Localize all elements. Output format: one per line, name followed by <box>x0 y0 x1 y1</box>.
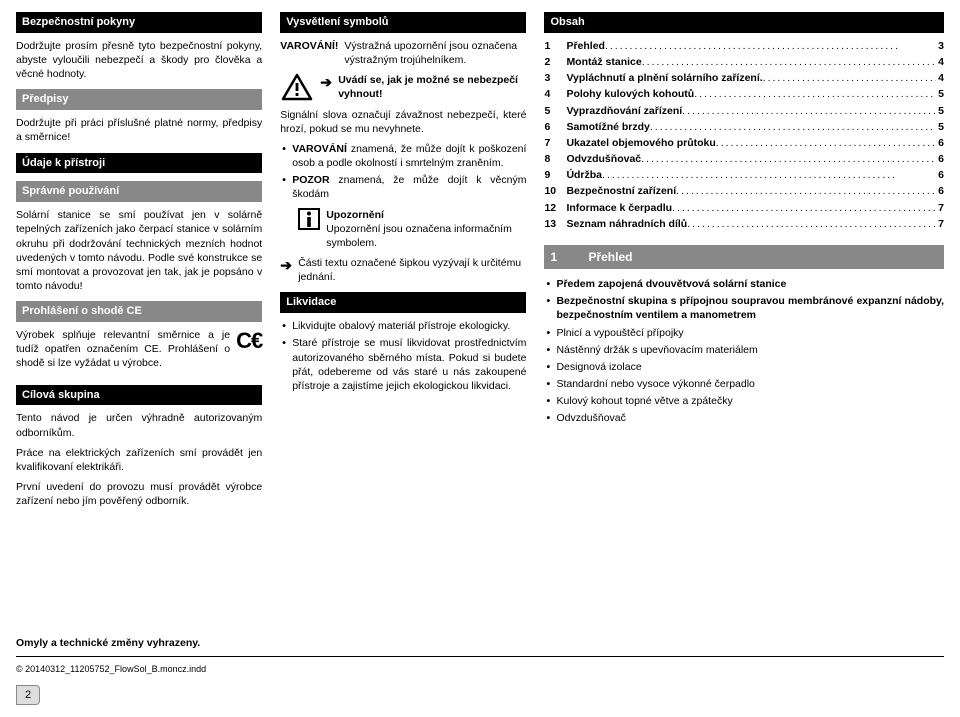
list-item: Standardní nebo vysoce výkonné čerpadlo <box>544 377 944 391</box>
warning-label: VAROVÁNÍ! <box>280 39 338 67</box>
feature-list: Předem zapojená dvouvětvová solární stan… <box>544 277 944 426</box>
text: Výrobek splňuje relevantní směrnice a je… <box>16 328 230 371</box>
heading-regulations: Předpisy <box>16 89 262 110</box>
heading-disposal: Likvidace <box>280 292 526 313</box>
heading-proper-use: Správné používání <box>16 181 262 202</box>
list-item: Designová izolace <box>544 360 944 374</box>
list-item: POZOR znamená, že může dojít k věcným šk… <box>280 173 526 201</box>
text: Dodržujte při práci příslušné platné nor… <box>16 116 262 144</box>
arrow-icon: ➔ <box>320 73 334 101</box>
heading-device-info: Údaje k přístroji <box>16 153 262 174</box>
toc-row: 1Přehled................................… <box>544 39 944 53</box>
toc-row: 3Vypláchnutí a plnění solárního zařízení… <box>544 71 944 85</box>
toc-row: 7Ukazatel objemového průtoku............… <box>544 136 944 150</box>
list-item: Nástěnný držák s upevňovacím materiálem <box>544 343 944 357</box>
toc-row: 10Bezpečnostní zařízení.................… <box>544 184 944 198</box>
heading-target-group: Cílová skupina <box>16 385 262 406</box>
list-item: Kulový kohout topné větve a zpátečky <box>544 394 944 408</box>
warning-triangle-icon <box>280 73 314 101</box>
list-item: VAROVÁNÍ znamená, že může dojít k poškoz… <box>280 142 526 170</box>
toc-row: 5Vyprazdňování zařízení.................… <box>544 104 944 118</box>
text: Signální slova označují závažnost nebezp… <box>280 108 526 136</box>
arrow-icon: ➔ <box>280 256 294 284</box>
page-number: 2 <box>16 685 40 705</box>
footer-copyright: © 20140312_11205752_FlowSol_B.moncz.indd <box>16 663 944 675</box>
list-item: Staré přístroje se musí likvidovat prost… <box>280 336 526 393</box>
info-icon <box>298 208 320 230</box>
text: Upozornění Upozornění jsou označena info… <box>326 208 526 251</box>
list-item: Likvidujte obalový materiál přístroje ek… <box>280 319 526 333</box>
text: První uvedení do provozu musí provádět v… <box>16 480 262 508</box>
heading-safety: Bezpečnostní pokyny <box>16 12 262 33</box>
toc-row: 9Údržba.................................… <box>544 168 944 182</box>
list-item: Plnicí a vypouštěcí přípojky <box>544 326 944 340</box>
heading-symbols: Vysvětlení symbolů <box>280 12 526 33</box>
text: Tento návod je určen výhradně autorizova… <box>16 411 262 439</box>
footer-disclaimer: Omyly a technické změny vyhrazeny. <box>16 636 944 650</box>
heading-ce: Prohlášení o shodě CE <box>16 301 262 322</box>
toc-row: 8Odvzdušňovač...........................… <box>544 152 944 166</box>
text: Části textu označené šipkou vyzývají k u… <box>298 256 526 284</box>
list-item: Předem zapojená dvouvětvová solární stan… <box>544 277 944 291</box>
text: Solární stanice se smí používat jen v so… <box>16 208 262 293</box>
ce-mark-icon: C€ <box>236 328 262 352</box>
toc-row: 12Informace k čerpadlu..................… <box>544 201 944 215</box>
text: Dodržujte prosím přesně tyto bezpečnostn… <box>16 39 262 82</box>
toc-row: 6Samotížné brzdy........................… <box>544 120 944 134</box>
text: Uvádí se, jak je možné se nebezpečí vyhn… <box>338 73 526 101</box>
toc-row: 4Polohy kulových kohoutů................… <box>544 87 944 101</box>
text: Výstražná upozornění jsou označena výstr… <box>344 39 526 67</box>
divider <box>16 656 944 657</box>
list-item: Bezpečnostní skupina s přípojnou souprav… <box>544 294 944 322</box>
list-item: Odvzdušňovač <box>544 411 944 425</box>
table-of-contents: 1Přehled................................… <box>544 39 944 231</box>
text: Práce na elektrických zařízeních smí pro… <box>16 446 262 474</box>
toc-row: 13Seznam náhradních dílů................… <box>544 217 944 231</box>
heading-contents: Obsah <box>544 12 944 33</box>
toc-row: 2Montáž stanice.........................… <box>544 55 944 69</box>
section-heading-1: 1Přehled <box>544 245 944 269</box>
